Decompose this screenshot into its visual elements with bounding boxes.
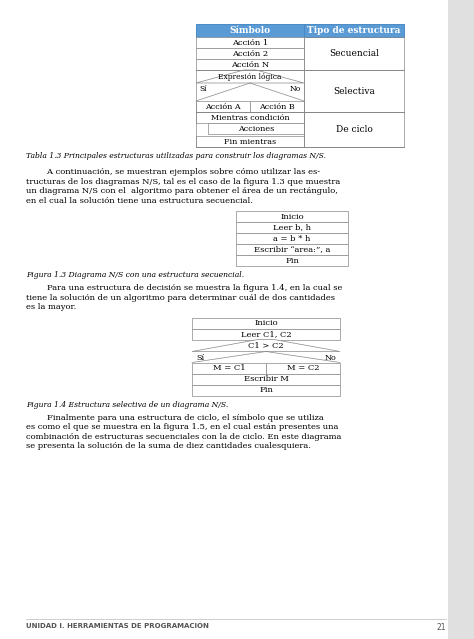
FancyBboxPatch shape — [236, 222, 348, 233]
Text: Acción A: Acción A — [205, 102, 241, 111]
Text: es la mayor.: es la mayor. — [26, 303, 76, 311]
FancyBboxPatch shape — [196, 48, 304, 59]
Text: Escribir M: Escribir M — [244, 375, 289, 383]
Text: en el cual la solución tiene una estructura secuencial.: en el cual la solución tiene una estruct… — [26, 197, 253, 204]
Text: se presenta la solución de la suma de diez cantidades cualesquiera.: se presenta la solución de la suma de di… — [26, 442, 311, 450]
FancyBboxPatch shape — [250, 101, 304, 112]
Text: Tabla 1.3 Principales estructuras utilizadas para construir los diagramas N/S.: Tabla 1.3 Principales estructuras utiliz… — [26, 152, 326, 160]
Text: es como el que se muestra en la figura 1.5, en el cual están presentes una: es como el que se muestra en la figura 1… — [26, 423, 338, 431]
Text: UNIDAD I. HERRAMIENTAS DE PROGRAMACIÓN: UNIDAD I. HERRAMIENTAS DE PROGRAMACIÓN — [26, 623, 209, 629]
Text: 21: 21 — [437, 623, 446, 632]
FancyBboxPatch shape — [196, 59, 304, 70]
Text: Mientras condición: Mientras condición — [210, 114, 289, 121]
Text: Símbolo: Símbolo — [229, 26, 271, 35]
Text: Sí: Sí — [199, 85, 207, 93]
FancyBboxPatch shape — [196, 112, 304, 123]
Text: Expresión lógica: Expresión lógica — [218, 72, 282, 81]
Text: Para una estructura de decisión se muestra la figura 1.4, en la cual se: Para una estructura de decisión se muest… — [26, 284, 342, 292]
Text: Leer b, h: Leer b, h — [273, 224, 311, 231]
Text: Acción B: Acción B — [259, 102, 295, 111]
FancyBboxPatch shape — [192, 374, 340, 385]
Polygon shape — [196, 70, 304, 83]
Text: Fin: Fin — [285, 256, 299, 265]
Text: Leer C1, C2: Leer C1, C2 — [241, 330, 292, 338]
FancyBboxPatch shape — [196, 37, 304, 48]
Text: Figura 1.4 Estructura selectiva de un diagrama N/S.: Figura 1.4 Estructura selectiva de un di… — [26, 401, 228, 408]
FancyBboxPatch shape — [196, 136, 304, 147]
FancyBboxPatch shape — [192, 318, 340, 328]
Text: Fin mientras: Fin mientras — [224, 137, 276, 146]
FancyBboxPatch shape — [192, 385, 340, 396]
Text: Inicio: Inicio — [254, 319, 278, 327]
Text: C1 > C2: C1 > C2 — [248, 341, 284, 350]
FancyBboxPatch shape — [236, 233, 348, 244]
FancyBboxPatch shape — [266, 362, 340, 374]
Text: Acción 2: Acción 2 — [232, 49, 268, 58]
FancyBboxPatch shape — [192, 328, 340, 339]
Text: No: No — [324, 353, 336, 362]
Text: Acción N: Acción N — [231, 61, 269, 68]
Text: Inicio: Inicio — [280, 213, 304, 220]
Text: Sí: Sí — [196, 353, 204, 362]
FancyBboxPatch shape — [236, 244, 348, 255]
Text: Secuencial: Secuencial — [329, 49, 379, 58]
Text: combinación de estructuras secuenciales con la de ciclo. En este diagrama: combinación de estructuras secuenciales … — [26, 433, 341, 440]
Text: Fin: Fin — [259, 386, 273, 394]
Text: M = C1: M = C1 — [213, 364, 246, 372]
FancyBboxPatch shape — [208, 123, 304, 134]
Text: Tipo de estructura: Tipo de estructura — [307, 26, 401, 35]
Text: a = b * h: a = b * h — [273, 235, 310, 242]
Text: Finalmente para una estructura de ciclo, el símbolo que se utiliza: Finalmente para una estructura de ciclo,… — [26, 413, 324, 422]
Text: tiene la solución de un algoritmo para determinar cuál de dos cantidades: tiene la solución de un algoritmo para d… — [26, 293, 335, 302]
Text: A continuación, se muestran ejemplos sobre cómo utilizar las es-: A continuación, se muestran ejemplos sob… — [26, 168, 320, 176]
FancyBboxPatch shape — [192, 362, 266, 374]
Text: M = C2: M = C2 — [287, 364, 319, 372]
FancyBboxPatch shape — [196, 101, 250, 112]
Text: un diagrama N/S con el  algoritmo para obtener el área de un rectángulo,: un diagrama N/S con el algoritmo para ob… — [26, 187, 338, 195]
Text: Selectiva: Selectiva — [333, 86, 375, 95]
Text: No: No — [290, 85, 301, 93]
FancyBboxPatch shape — [196, 24, 404, 37]
FancyBboxPatch shape — [236, 255, 348, 266]
FancyBboxPatch shape — [448, 0, 474, 639]
Text: De ciclo: De ciclo — [336, 125, 373, 134]
Text: Escribir “area:”, a: Escribir “area:”, a — [254, 245, 330, 254]
Text: Acción 1: Acción 1 — [232, 38, 268, 47]
Text: Acciones: Acciones — [238, 125, 274, 132]
Polygon shape — [192, 339, 340, 351]
FancyBboxPatch shape — [236, 211, 348, 222]
Text: Figura 1.3 Diagrama N/S con una estructura secuencial.: Figura 1.3 Diagrama N/S con una estructu… — [26, 271, 244, 279]
Text: tructuras de los diagramas N/S, tal es el caso de la figura 1.3 que muestra: tructuras de los diagramas N/S, tal es e… — [26, 178, 340, 185]
